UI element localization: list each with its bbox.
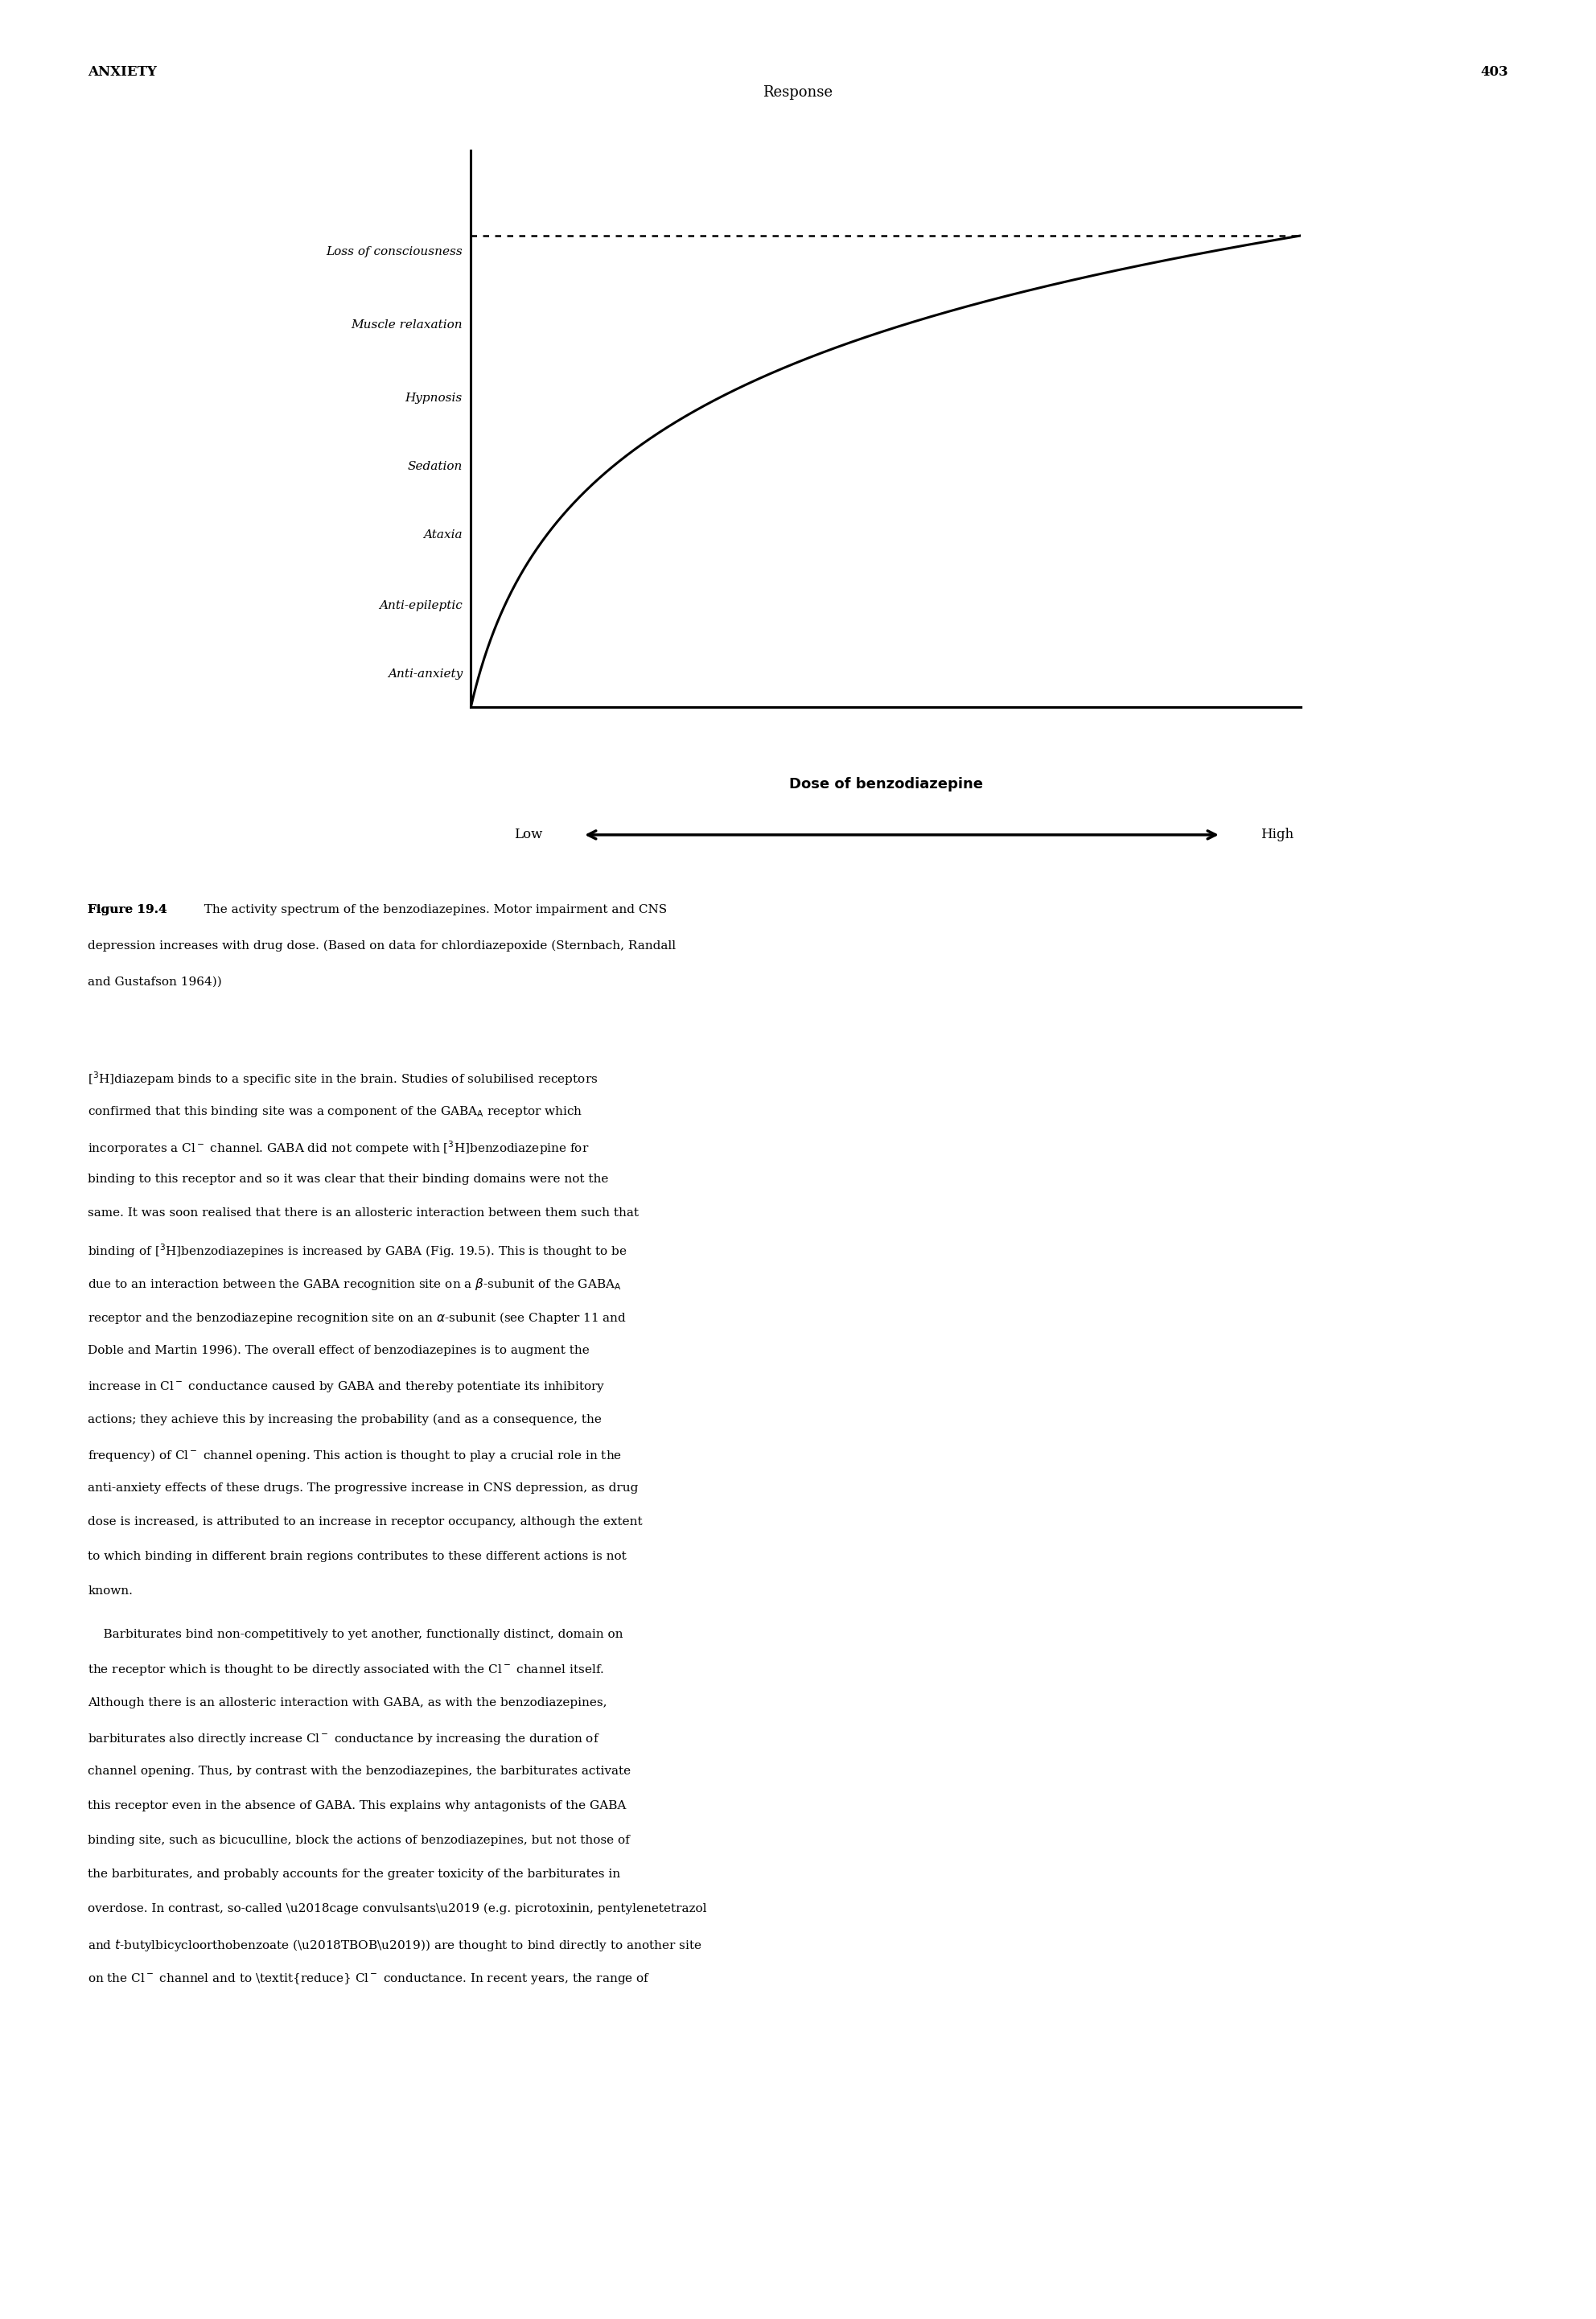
Text: Barbiturates bind non-competitively to yet another, functionally distinct, domai: Barbiturates bind non-competitively to y… bbox=[88, 1628, 622, 1640]
FancyArrowPatch shape bbox=[587, 830, 1216, 839]
Text: actions; they achieve this by increasing the probability (and as a consequence, : actions; they achieve this by increasing… bbox=[88, 1412, 602, 1424]
Text: Dose of benzodiazepine: Dose of benzodiazepine bbox=[788, 777, 983, 791]
Text: binding site, such as bicuculline, block the actions of benzodiazepines, but not: binding site, such as bicuculline, block… bbox=[88, 1834, 630, 1846]
Text: [$^3$H]diazepam binds to a specific site in the brain. Studies of solubilised re: [$^3$H]diazepam binds to a specific site… bbox=[88, 1071, 598, 1088]
Text: same. It was soon realised that there is an allosteric interaction between them : same. It was soon realised that there is… bbox=[88, 1208, 638, 1220]
Text: Figure 19.4: Figure 19.4 bbox=[88, 904, 168, 916]
Text: Response: Response bbox=[763, 86, 833, 100]
Text: the receptor which is thought to be directly associated with the Cl$^-$ channel : the receptor which is thought to be dire… bbox=[88, 1663, 605, 1677]
Text: due to an interaction between the GABA recognition site on a $\beta$-subunit of : due to an interaction between the GABA r… bbox=[88, 1275, 622, 1292]
Text: frequency) of Cl$^-$ channel opening. This action is thought to play a crucial r: frequency) of Cl$^-$ channel opening. Th… bbox=[88, 1447, 622, 1463]
Text: High: High bbox=[1261, 828, 1294, 842]
Text: confirmed that this binding site was a component of the GABA$_\mathrm{A}$ recept: confirmed that this binding site was a c… bbox=[88, 1104, 583, 1120]
Text: barbiturates also directly increase Cl$^-$ conductance by increasing the duratio: barbiturates also directly increase Cl$^… bbox=[88, 1732, 600, 1746]
Text: this receptor even in the absence of GABA. This explains why antagonists of the : this receptor even in the absence of GAB… bbox=[88, 1800, 626, 1811]
Text: Ataxia: Ataxia bbox=[423, 529, 463, 540]
Text: incorporates a Cl$^-$ channel. GABA did not compete with [$^3$H]benzodiazepine f: incorporates a Cl$^-$ channel. GABA did … bbox=[88, 1139, 589, 1157]
Text: depression increases with drug dose. (Based on data for chlordiazepoxide (Sternb: depression increases with drug dose. (Ba… bbox=[88, 942, 677, 951]
Text: Figure 19.4: Figure 19.4 bbox=[88, 904, 168, 916]
Text: channel opening. Thus, by contrast with the benzodiazepines, the barbiturates ac: channel opening. Thus, by contrast with … bbox=[88, 1765, 630, 1776]
Text: Low: Low bbox=[514, 828, 543, 842]
Text: dose is increased, is attributed to an increase in receptor occupancy, although : dose is increased, is attributed to an i… bbox=[88, 1517, 643, 1528]
Text: Anti-anxiety: Anti-anxiety bbox=[388, 668, 463, 679]
Text: receptor and the benzodiazepine recognition site on an $\alpha$-subunit (see Cha: receptor and the benzodiazepine recognit… bbox=[88, 1310, 627, 1326]
Text: Although there is an allosteric interaction with GABA, as with the benzodiazepin: Although there is an allosteric interact… bbox=[88, 1698, 606, 1709]
Text: increase in Cl$^-$ conductance caused by GABA and thereby potentiate its inhibit: increase in Cl$^-$ conductance caused by… bbox=[88, 1380, 605, 1394]
Text: Muscle relaxation: Muscle relaxation bbox=[351, 320, 463, 332]
Text: and Gustafson 1964)): and Gustafson 1964)) bbox=[88, 976, 222, 988]
Text: binding to this receptor and so it was clear that their binding domains were not: binding to this receptor and so it was c… bbox=[88, 1173, 608, 1185]
Text: to which binding in different brain regions contributes to these different actio: to which binding in different brain regi… bbox=[88, 1551, 627, 1563]
Text: Loss of consciousness: Loss of consciousness bbox=[326, 246, 463, 257]
Text: Anti-epileptic: Anti-epileptic bbox=[380, 601, 463, 612]
Text: binding of [$^3$H]benzodiazepines is increased by GABA (Fig. 19.5). This is thou: binding of [$^3$H]benzodiazepines is inc… bbox=[88, 1243, 627, 1259]
Text: ANXIETY: ANXIETY bbox=[88, 65, 156, 79]
Text: 403: 403 bbox=[1481, 65, 1508, 79]
Text: known.: known. bbox=[88, 1584, 132, 1595]
Text: the barbiturates, and probably accounts for the greater toxicity of the barbitur: the barbiturates, and probably accounts … bbox=[88, 1869, 621, 1881]
Text: Hypnosis: Hypnosis bbox=[405, 392, 463, 404]
Text: on the Cl$^-$ channel and to \textit{reduce} Cl$^-$ conductance. In recent years: on the Cl$^-$ channel and to \textit{red… bbox=[88, 1971, 651, 1987]
Text: Sedation: Sedation bbox=[407, 461, 463, 473]
Text: and $t$-butylbicycloorthobenzoate (\u2018TBOB\u2019)) are thought to bind direct: and $t$-butylbicycloorthobenzoate (\u201… bbox=[88, 1936, 702, 1953]
Text: Doble and Martin 1996). The overall effect of benzodiazepines is to augment the: Doble and Martin 1996). The overall effe… bbox=[88, 1345, 589, 1357]
Text: overdose. In contrast, so-called \u2018cage convulsants\u2019 (e.g. picrotoxinin: overdose. In contrast, so-called \u2018c… bbox=[88, 1904, 707, 1915]
Text: The activity spectrum of the benzodiazepines. Motor impairment and CNS: The activity spectrum of the benzodiazep… bbox=[196, 904, 667, 916]
Text: anti-anxiety effects of these drugs. The progressive increase in CNS depression,: anti-anxiety effects of these drugs. The… bbox=[88, 1482, 638, 1493]
